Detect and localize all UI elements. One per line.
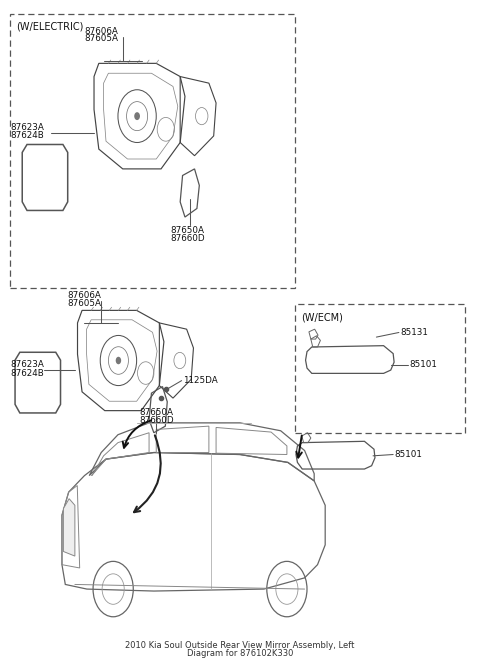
- Bar: [295, 304, 465, 433]
- Text: 87606A: 87606A: [68, 291, 102, 300]
- Text: 87650A: 87650A: [170, 226, 204, 235]
- Text: 87623A: 87623A: [10, 123, 44, 132]
- Text: 87605A: 87605A: [68, 299, 102, 308]
- Text: 87606A: 87606A: [84, 26, 119, 36]
- Text: 1125DA: 1125DA: [183, 376, 218, 385]
- Text: 87624B: 87624B: [10, 369, 44, 378]
- Text: (W/ELECTRIC): (W/ELECTRIC): [16, 22, 84, 32]
- Text: 87605A: 87605A: [84, 34, 119, 44]
- Text: 85101: 85101: [409, 360, 437, 369]
- Text: 87650A: 87650A: [140, 408, 173, 417]
- Bar: [10, 14, 295, 288]
- Text: 87623A: 87623A: [10, 360, 44, 369]
- Polygon shape: [63, 498, 75, 556]
- Circle shape: [116, 357, 121, 364]
- Text: 87660D: 87660D: [170, 233, 205, 243]
- Circle shape: [134, 112, 140, 120]
- Text: (W/ECM): (W/ECM): [301, 312, 343, 322]
- Text: 87660D: 87660D: [140, 416, 174, 426]
- Text: 85101: 85101: [395, 450, 422, 459]
- Text: 2010 Kia Soul Outside Rear View Mirror Assembly, Left: 2010 Kia Soul Outside Rear View Mirror A…: [125, 641, 355, 650]
- Text: 87624B: 87624B: [10, 132, 44, 140]
- Text: Diagram for 876102K330: Diagram for 876102K330: [187, 649, 293, 658]
- Text: 85131: 85131: [400, 328, 428, 337]
